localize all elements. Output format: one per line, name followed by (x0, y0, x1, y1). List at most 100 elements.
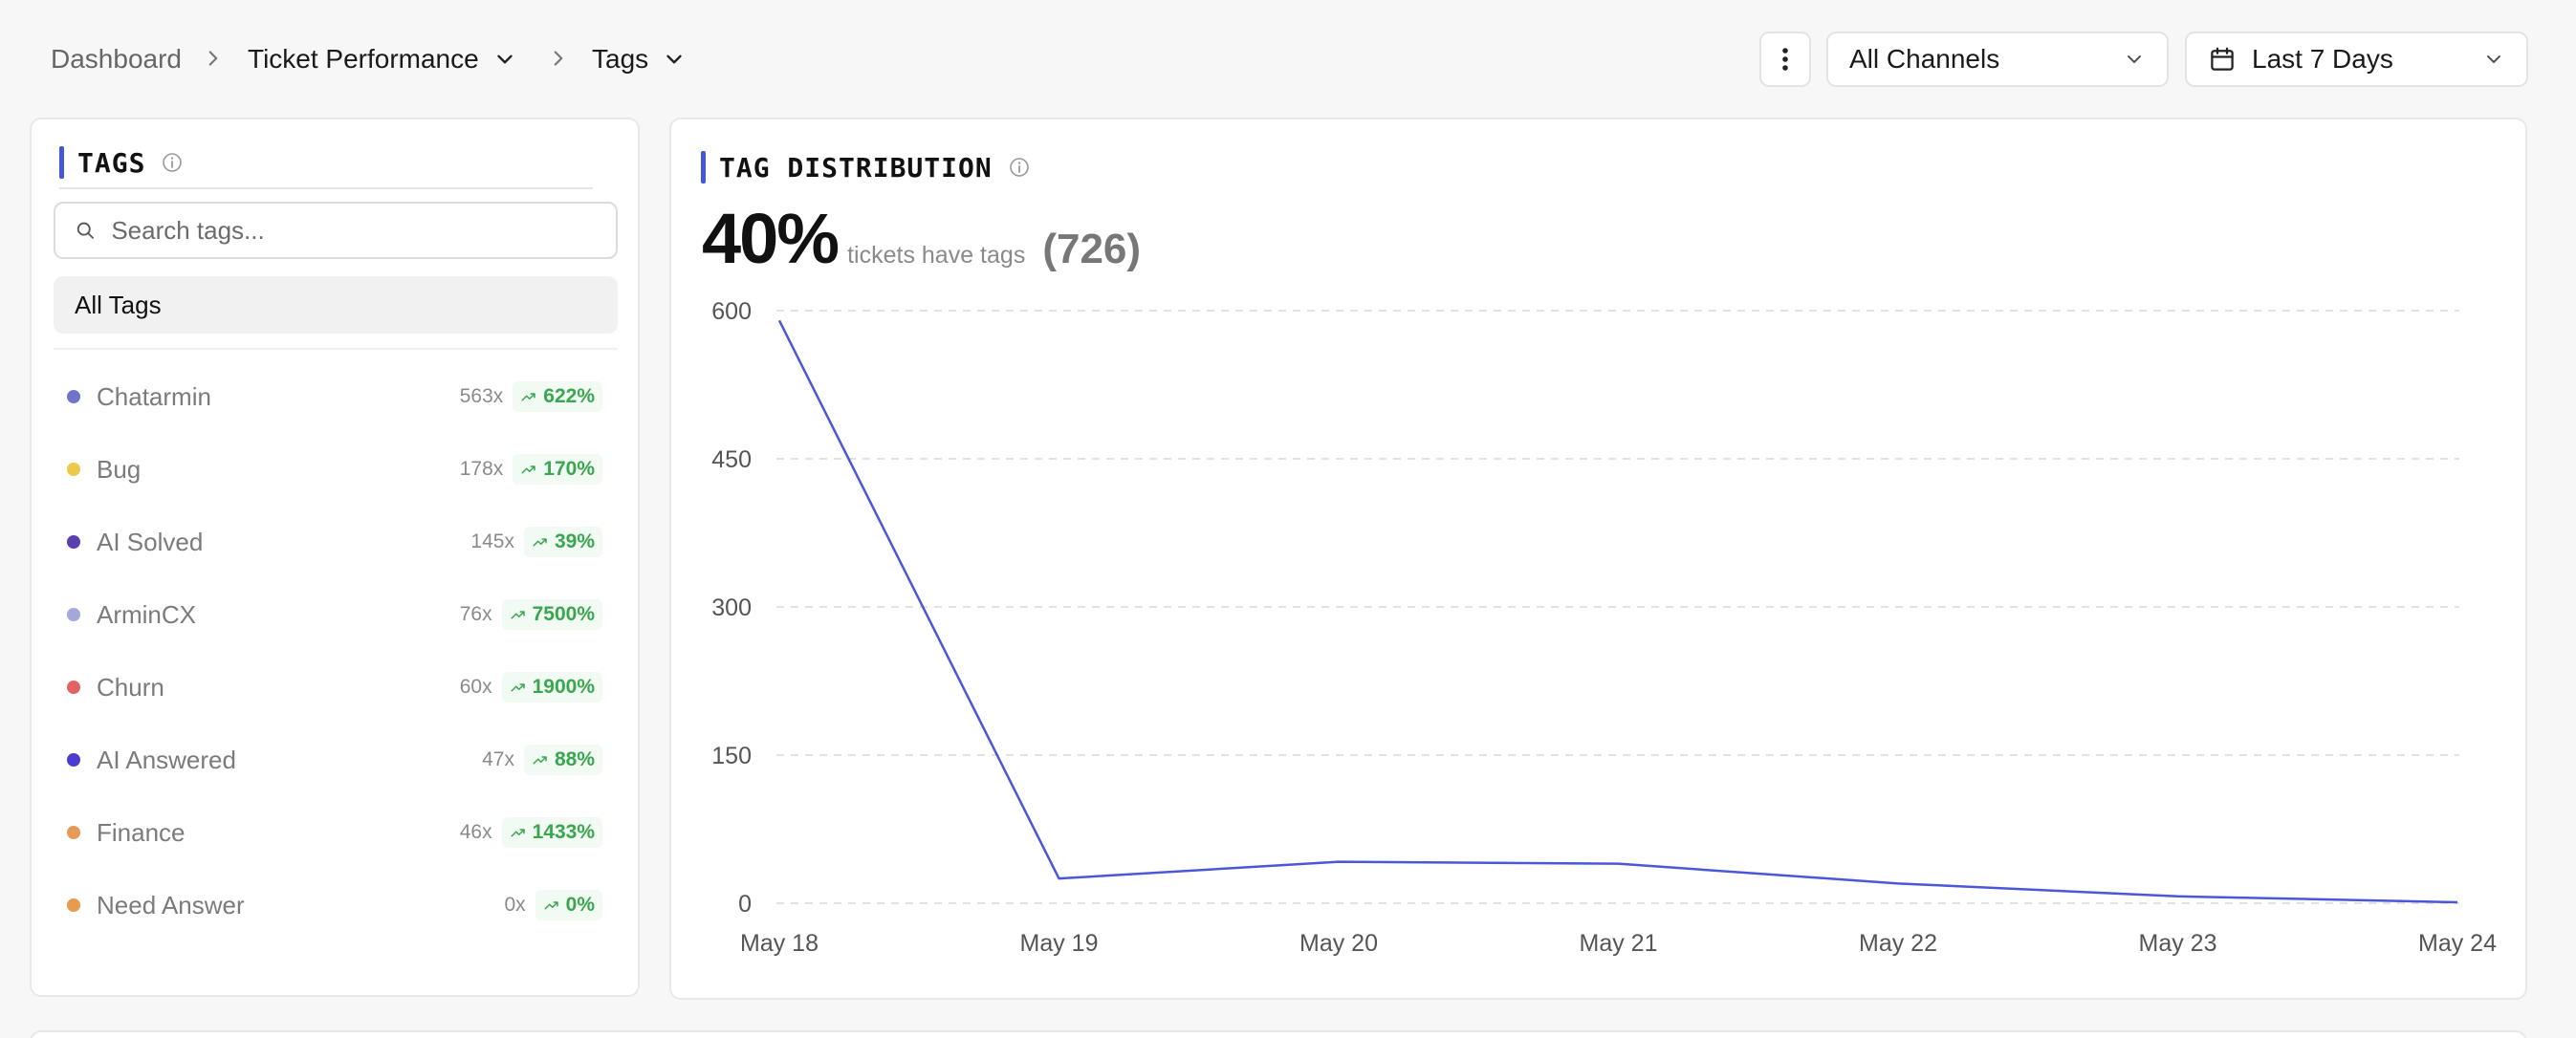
tag-search-box[interactable] (54, 202, 618, 259)
tag-list-item[interactable]: Churn 60x 1900% (54, 651, 618, 724)
chevron-down-icon (497, 54, 513, 64)
data-point[interactable] (1616, 861, 1622, 867)
data-point[interactable] (1336, 859, 1342, 865)
tag-change-badge: 622% (513, 381, 602, 412)
tag-count: 46x (459, 821, 492, 843)
y-tick-label: 450 (711, 446, 752, 473)
chevron-down-icon (2487, 55, 2500, 63)
channel-select[interactable]: All Channels (1826, 32, 2169, 87)
tag-distribution-line-chart: 0 150 300 450 600 May 18 May 19 May 20 May 21 May… (711, 298, 2497, 957)
tagged-count: (726) (1042, 226, 1142, 272)
tag-change-badge: 0% (535, 890, 602, 920)
trending-up-icon (521, 465, 536, 474)
divider (59, 187, 593, 189)
x-tick-label: May 20 (1299, 930, 1378, 957)
tag-count: 76x (459, 603, 492, 625)
tag-list-item[interactable]: Bug 178x 170% (54, 433, 618, 506)
tag-name: Churn (97, 672, 164, 702)
info-icon[interactable] (161, 151, 184, 174)
tag-color-dot (67, 463, 80, 476)
y-tick-label: 600 (711, 298, 752, 325)
tag-list-item[interactable]: Finance 46x 1433% (54, 796, 618, 869)
trending-up-icon (533, 756, 547, 765)
header: Dashboard Ticket Performance Tags All Ch… (0, 0, 2576, 119)
chevron-down-icon (666, 54, 682, 64)
tag-change-value: 622% (543, 385, 595, 407)
tags-title-text: TAGS (77, 146, 146, 179)
date-range-value: Last 7 Days (2252, 44, 2393, 74)
y-tick-label: 150 (711, 743, 752, 769)
breadcrumb-label: Ticket Performance (248, 44, 479, 74)
tag-color-dot (67, 535, 80, 549)
breadcrumb-ticket-performance[interactable]: Ticket Performance (248, 42, 517, 76)
tag-name: AI Solved (97, 527, 204, 556)
breadcrumb-label: Dashboard (51, 44, 182, 74)
distribution-panel-title: TAG DISTRIBUTION (701, 151, 1031, 184)
data-point[interactable] (1057, 876, 1062, 881)
x-tick-label: May 19 (1020, 930, 1099, 957)
tag-name: AI Answered (97, 745, 236, 774)
tag-change-badge: 88% (523, 745, 602, 775)
tag-name: Finance (97, 817, 186, 847)
y-tick-label: 300 (711, 595, 752, 621)
more-options-button[interactable] (1759, 32, 1811, 87)
info-icon[interactable] (1008, 156, 1031, 179)
chevron-right-icon (554, 51, 563, 66)
divider (54, 348, 618, 350)
data-point[interactable] (776, 317, 782, 323)
tag-change-badge: 170% (513, 454, 602, 485)
tag-distribution-panel: TAG DISTRIBUTION 40% tickets have tags (… (669, 118, 2527, 1000)
trending-up-icon (511, 611, 525, 619)
data-point[interactable] (1895, 880, 1901, 886)
tag-change-value: 1900% (532, 676, 595, 698)
tag-change-badge: 7500% (501, 599, 602, 630)
distribution-title-text: TAG DISTRIBUTION (719, 151, 993, 184)
tag-name: Bug (97, 454, 142, 484)
tag-list-item[interactable]: Need Answer 0x 0% (54, 869, 618, 941)
tag-list: Chatarmin 563x 622% Bug 178x 170% AI Solved 145… (54, 360, 618, 941)
trending-up-icon (511, 829, 525, 837)
data-point[interactable] (2175, 894, 2181, 899)
data-point[interactable] (2455, 899, 2460, 905)
channel-select-value: All Channels (1849, 44, 2000, 74)
list-fade-overlay (32, 938, 638, 995)
tag-change-badge: 39% (523, 527, 602, 557)
tag-color-dot (67, 898, 80, 912)
tag-list-item[interactable]: AI Solved 145x 39% (54, 506, 618, 578)
next-panel (30, 1030, 2527, 1038)
trending-up-icon (511, 683, 525, 692)
tag-color-dot (67, 681, 80, 694)
tag-name: ArminCX (97, 599, 197, 629)
calendar-icon (2211, 47, 2234, 71)
tag-change-value: 88% (554, 748, 595, 770)
tag-list-item[interactable]: AI Answered 47x 88% (54, 724, 618, 796)
trending-up-icon (521, 393, 536, 401)
y-tick-label: 0 (738, 891, 752, 918)
tagged-percent: 40% (702, 199, 840, 278)
breadcrumb-tags[interactable]: Tags (592, 42, 687, 76)
all-tags-filter[interactable]: All Tags (54, 276, 618, 334)
tag-count: 0x (504, 894, 526, 916)
tag-search-input[interactable] (111, 215, 597, 246)
x-tick-label: May 23 (2139, 930, 2217, 957)
date-range-select[interactable]: Last 7 Days (2185, 32, 2528, 87)
x-tick-label: May 24 (2418, 930, 2497, 957)
tag-count: 178x (459, 458, 504, 480)
tag-change-value: 170% (543, 458, 595, 480)
tag-change-value: 7500% (532, 603, 595, 625)
all-tags-label: All Tags (75, 290, 162, 319)
tag-list-item[interactable]: ArminCX 76x 7500% (54, 578, 618, 651)
tag-color-dot (67, 608, 80, 621)
tag-name: Chatarmin (97, 381, 211, 411)
tagged-kpi: 40% tickets have tags (726) (702, 198, 1141, 279)
tag-color-dot (67, 753, 80, 767)
tag-list-item[interactable]: Chatarmin 563x 622% (54, 360, 618, 433)
tags-panel-title: TAGS (59, 146, 184, 179)
tag-count: 145x (470, 530, 514, 552)
series-line (777, 319, 2458, 904)
tag-change-badge: 1900% (501, 672, 602, 703)
tag-change-badge: 1433% (501, 817, 602, 848)
tag-color-dot (67, 826, 80, 839)
chevron-right-icon (208, 51, 218, 66)
breadcrumb-dashboard[interactable]: Dashboard (51, 42, 182, 76)
